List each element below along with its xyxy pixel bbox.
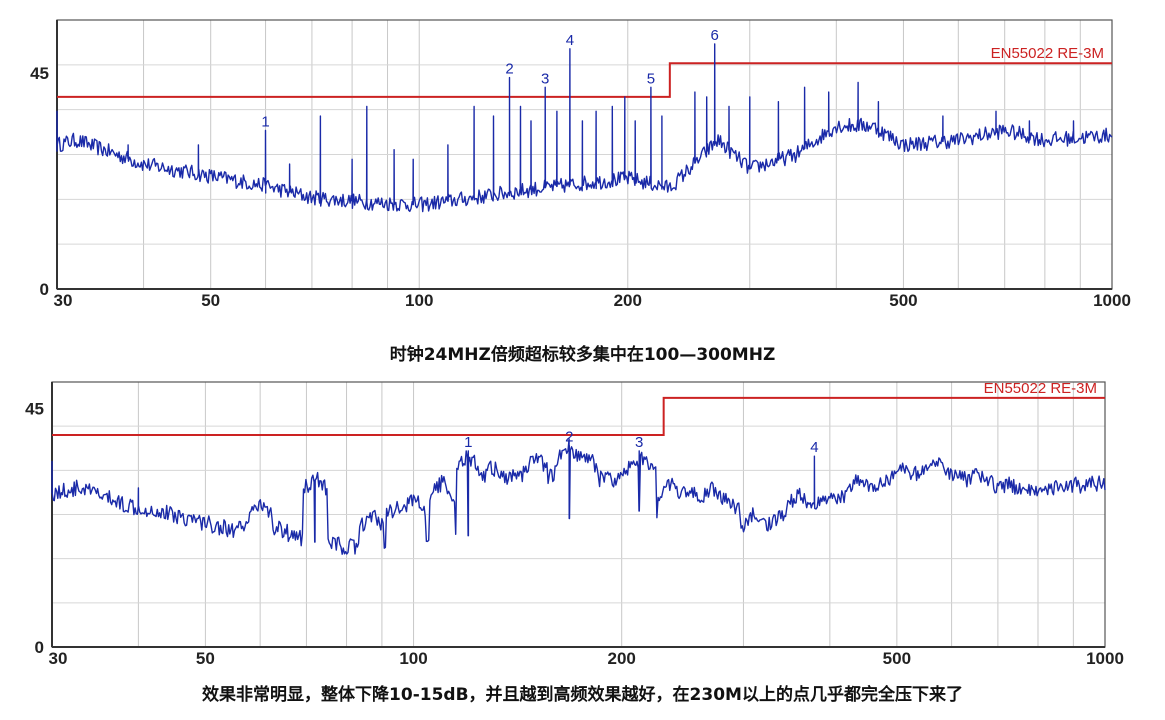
- x-tick-label: 200: [614, 291, 642, 310]
- peak-marker-1: 1: [261, 113, 269, 130]
- caption-top: 时钟24MHZ倍频超标较多集中在100—300MHZ: [389, 345, 776, 365]
- x-tick-label: 500: [889, 291, 917, 310]
- peak-marker-4: 4: [810, 439, 818, 456]
- limit-line: [57, 62, 1112, 98]
- y-tick-label: 45: [30, 64, 49, 83]
- measurement-trace: [51, 438, 1106, 555]
- y-tick-label: 45: [25, 400, 44, 419]
- x-tick-label: 30: [49, 649, 68, 668]
- limit-line-label: EN55022 RE-3M: [984, 380, 1097, 397]
- peak-marker-1: 1: [464, 434, 472, 451]
- x-tick-label: 1000: [1093, 291, 1131, 310]
- x-tick-label: 50: [196, 649, 215, 668]
- peak-marker-2: 2: [505, 61, 513, 78]
- peak-marker-3: 3: [635, 434, 643, 451]
- y-tick-label: 0: [35, 638, 44, 657]
- limit-line: [52, 396, 1105, 436]
- emission-chart-after: EN55022 RE-3M 1 2 3 4 30 50 100 200 500 1000 0 45: [25, 380, 1124, 668]
- peak-marker-5: 5: [647, 70, 655, 87]
- x-tick-label: 100: [405, 291, 433, 310]
- x-tick-label: 1000: [1086, 649, 1124, 668]
- peak-marker-6: 6: [711, 27, 719, 44]
- x-tick-label: 500: [883, 649, 911, 668]
- limit-line-label: EN55022 RE-3M: [991, 45, 1104, 62]
- x-tick-label: 30: [54, 291, 73, 310]
- x-tick-label: 200: [608, 649, 636, 668]
- peak-marker-4: 4: [566, 32, 574, 49]
- peak-marker-3: 3: [541, 70, 549, 87]
- peak-marker-2: 2: [565, 429, 573, 446]
- x-tick-label: 100: [399, 649, 427, 668]
- y-tick-label: 0: [40, 280, 49, 299]
- measurement-trace: [56, 43, 1113, 213]
- x-tick-label: 50: [201, 291, 220, 310]
- caption-bottom: 效果非常明显，整体下降10-15dB，并且越到高频效果越好，在230M以上的点几…: [202, 685, 963, 705]
